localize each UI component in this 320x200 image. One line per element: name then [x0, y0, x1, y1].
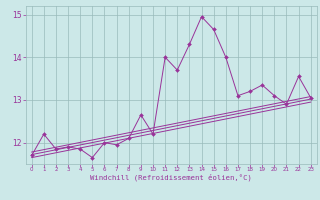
X-axis label: Windchill (Refroidissement éolien,°C): Windchill (Refroidissement éolien,°C) [90, 174, 252, 181]
